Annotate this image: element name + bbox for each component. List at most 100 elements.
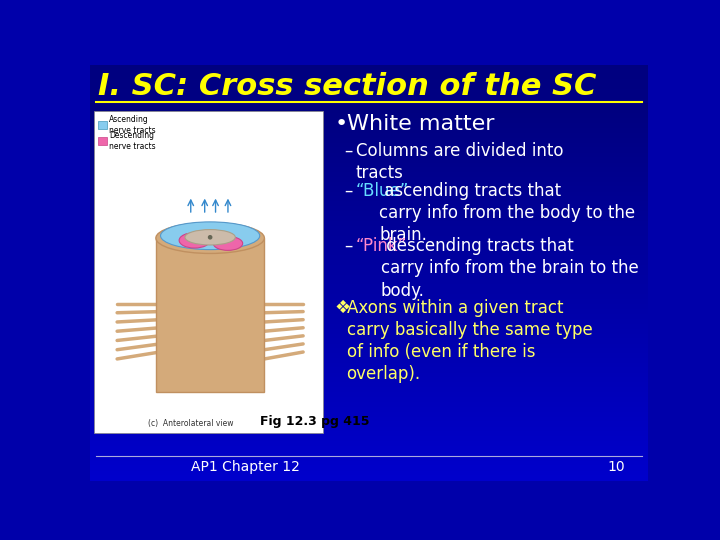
Bar bbox=[90, 309, 648, 310]
Bar bbox=[90, 160, 648, 161]
Bar bbox=[90, 401, 648, 402]
Bar bbox=[90, 293, 648, 294]
Bar bbox=[90, 107, 648, 108]
Bar bbox=[90, 259, 648, 260]
Bar bbox=[90, 116, 648, 117]
Bar bbox=[90, 442, 648, 443]
Bar bbox=[90, 439, 648, 440]
Bar bbox=[90, 349, 648, 350]
Bar bbox=[90, 310, 648, 311]
Bar bbox=[90, 175, 648, 176]
Bar bbox=[90, 124, 648, 125]
Text: White matter: White matter bbox=[346, 114, 494, 134]
Bar bbox=[90, 228, 648, 229]
Bar bbox=[90, 239, 648, 240]
Bar bbox=[90, 360, 648, 361]
Bar bbox=[90, 218, 648, 219]
Bar bbox=[90, 219, 648, 220]
Bar bbox=[90, 385, 648, 386]
Bar bbox=[90, 281, 648, 282]
Bar bbox=[90, 316, 648, 318]
Bar bbox=[90, 138, 648, 139]
Bar bbox=[90, 341, 648, 342]
Bar bbox=[90, 157, 648, 158]
Bar bbox=[90, 323, 648, 325]
Bar bbox=[90, 247, 648, 248]
Bar bbox=[90, 179, 648, 180]
Bar bbox=[90, 188, 648, 189]
Bar bbox=[90, 425, 648, 426]
Circle shape bbox=[208, 235, 212, 240]
Bar bbox=[90, 235, 648, 236]
Bar bbox=[90, 387, 648, 388]
Bar bbox=[90, 366, 648, 367]
Bar bbox=[90, 375, 648, 376]
Bar bbox=[90, 374, 648, 375]
Bar bbox=[90, 363, 648, 364]
Bar bbox=[90, 397, 648, 398]
Bar bbox=[90, 346, 648, 347]
Bar bbox=[90, 129, 648, 130]
Bar bbox=[90, 192, 648, 193]
Bar bbox=[90, 415, 648, 416]
Bar bbox=[90, 294, 648, 295]
Bar bbox=[90, 452, 648, 453]
Bar bbox=[90, 126, 648, 127]
Bar bbox=[90, 275, 648, 276]
Bar bbox=[90, 88, 648, 89]
Bar bbox=[90, 271, 648, 272]
Bar bbox=[90, 472, 648, 473]
Text: Ascending
nerve tracts: Ascending nerve tracts bbox=[109, 115, 156, 134]
Bar bbox=[90, 304, 648, 305]
Bar bbox=[90, 95, 648, 96]
Bar bbox=[90, 377, 648, 378]
Bar bbox=[90, 80, 648, 81]
Bar bbox=[90, 182, 648, 183]
Bar bbox=[90, 421, 648, 422]
Text: I. SC: Cross section of the SC: I. SC: Cross section of the SC bbox=[98, 72, 596, 101]
Bar bbox=[90, 347, 648, 348]
Bar bbox=[90, 172, 648, 173]
Bar bbox=[90, 153, 648, 154]
Bar bbox=[90, 255, 648, 256]
Bar bbox=[90, 191, 648, 192]
Bar bbox=[90, 130, 648, 131]
Bar bbox=[90, 201, 648, 202]
Bar bbox=[90, 353, 648, 354]
Bar bbox=[90, 211, 648, 212]
Bar bbox=[90, 240, 648, 241]
Bar bbox=[90, 141, 648, 142]
Bar bbox=[90, 274, 648, 275]
Bar bbox=[90, 406, 648, 407]
Bar bbox=[90, 402, 648, 403]
Bar bbox=[90, 358, 648, 359]
Bar bbox=[90, 420, 648, 421]
Bar bbox=[90, 445, 648, 446]
Bar bbox=[90, 426, 648, 427]
Bar bbox=[90, 434, 648, 435]
Ellipse shape bbox=[161, 222, 260, 249]
Bar bbox=[90, 315, 648, 316]
Bar bbox=[90, 423, 648, 424]
Bar bbox=[90, 147, 648, 148]
Bar bbox=[90, 334, 648, 335]
Bar bbox=[90, 461, 648, 462]
Bar bbox=[90, 446, 648, 447]
Bar bbox=[90, 308, 648, 309]
Bar bbox=[90, 171, 648, 172]
Bar bbox=[90, 422, 648, 423]
Bar bbox=[90, 286, 648, 287]
Bar bbox=[90, 185, 648, 186]
Bar bbox=[90, 298, 648, 299]
Bar bbox=[90, 102, 648, 103]
Bar bbox=[90, 418, 648, 419]
Bar bbox=[90, 221, 648, 222]
Bar bbox=[90, 311, 648, 312]
Bar bbox=[90, 468, 648, 469]
Bar bbox=[90, 299, 648, 300]
Bar bbox=[90, 438, 648, 439]
Bar bbox=[90, 117, 648, 118]
Bar bbox=[90, 65, 648, 66]
Bar bbox=[90, 322, 648, 323]
Ellipse shape bbox=[185, 230, 235, 245]
